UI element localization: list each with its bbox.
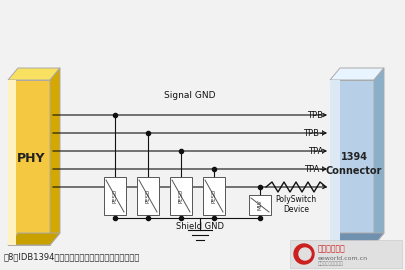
Text: 高质量电子设计之家: 高质量电子设计之家 (317, 261, 343, 266)
Circle shape (298, 248, 310, 260)
Polygon shape (329, 80, 339, 245)
Text: 电子工程世界: 电子工程世界 (317, 245, 345, 254)
Polygon shape (50, 68, 60, 245)
Text: MLV: MLV (257, 200, 262, 210)
Text: TPA+: TPA+ (303, 164, 325, 174)
Bar (104, 177, 126, 215)
Bar (202, 177, 224, 215)
Text: PESD: PESD (112, 189, 117, 203)
Polygon shape (329, 233, 383, 245)
Text: PESD: PESD (211, 189, 216, 203)
Polygon shape (8, 80, 50, 245)
Text: PHY: PHY (17, 152, 45, 165)
Text: 图8：IDB1394应用中协同的过电流、过电压保护方案: 图8：IDB1394应用中协同的过电流、过电压保护方案 (4, 252, 140, 261)
Text: TPB+: TPB+ (303, 129, 325, 137)
Text: Shield GND: Shield GND (175, 222, 224, 231)
Polygon shape (329, 80, 373, 245)
Bar (248, 195, 270, 215)
Text: Signal GND: Signal GND (164, 91, 215, 100)
Bar (289, 240, 401, 268)
Polygon shape (8, 233, 60, 245)
Text: PolySwitch: PolySwitch (275, 195, 316, 204)
Polygon shape (8, 68, 60, 80)
Text: Device: Device (282, 205, 308, 214)
Bar (136, 177, 159, 215)
Text: 1394: 1394 (340, 151, 367, 161)
Text: PESD: PESD (145, 189, 150, 203)
Bar (170, 177, 192, 215)
Circle shape (293, 244, 313, 264)
Polygon shape (373, 68, 383, 245)
Text: TPA-: TPA- (307, 147, 325, 156)
Polygon shape (8, 80, 16, 245)
Text: PESD: PESD (178, 189, 183, 203)
Polygon shape (329, 68, 383, 80)
Text: TPB-: TPB- (306, 110, 325, 120)
Text: Connector: Connector (325, 166, 381, 176)
Text: eeworld.com.cn: eeworld.com.cn (317, 256, 367, 262)
